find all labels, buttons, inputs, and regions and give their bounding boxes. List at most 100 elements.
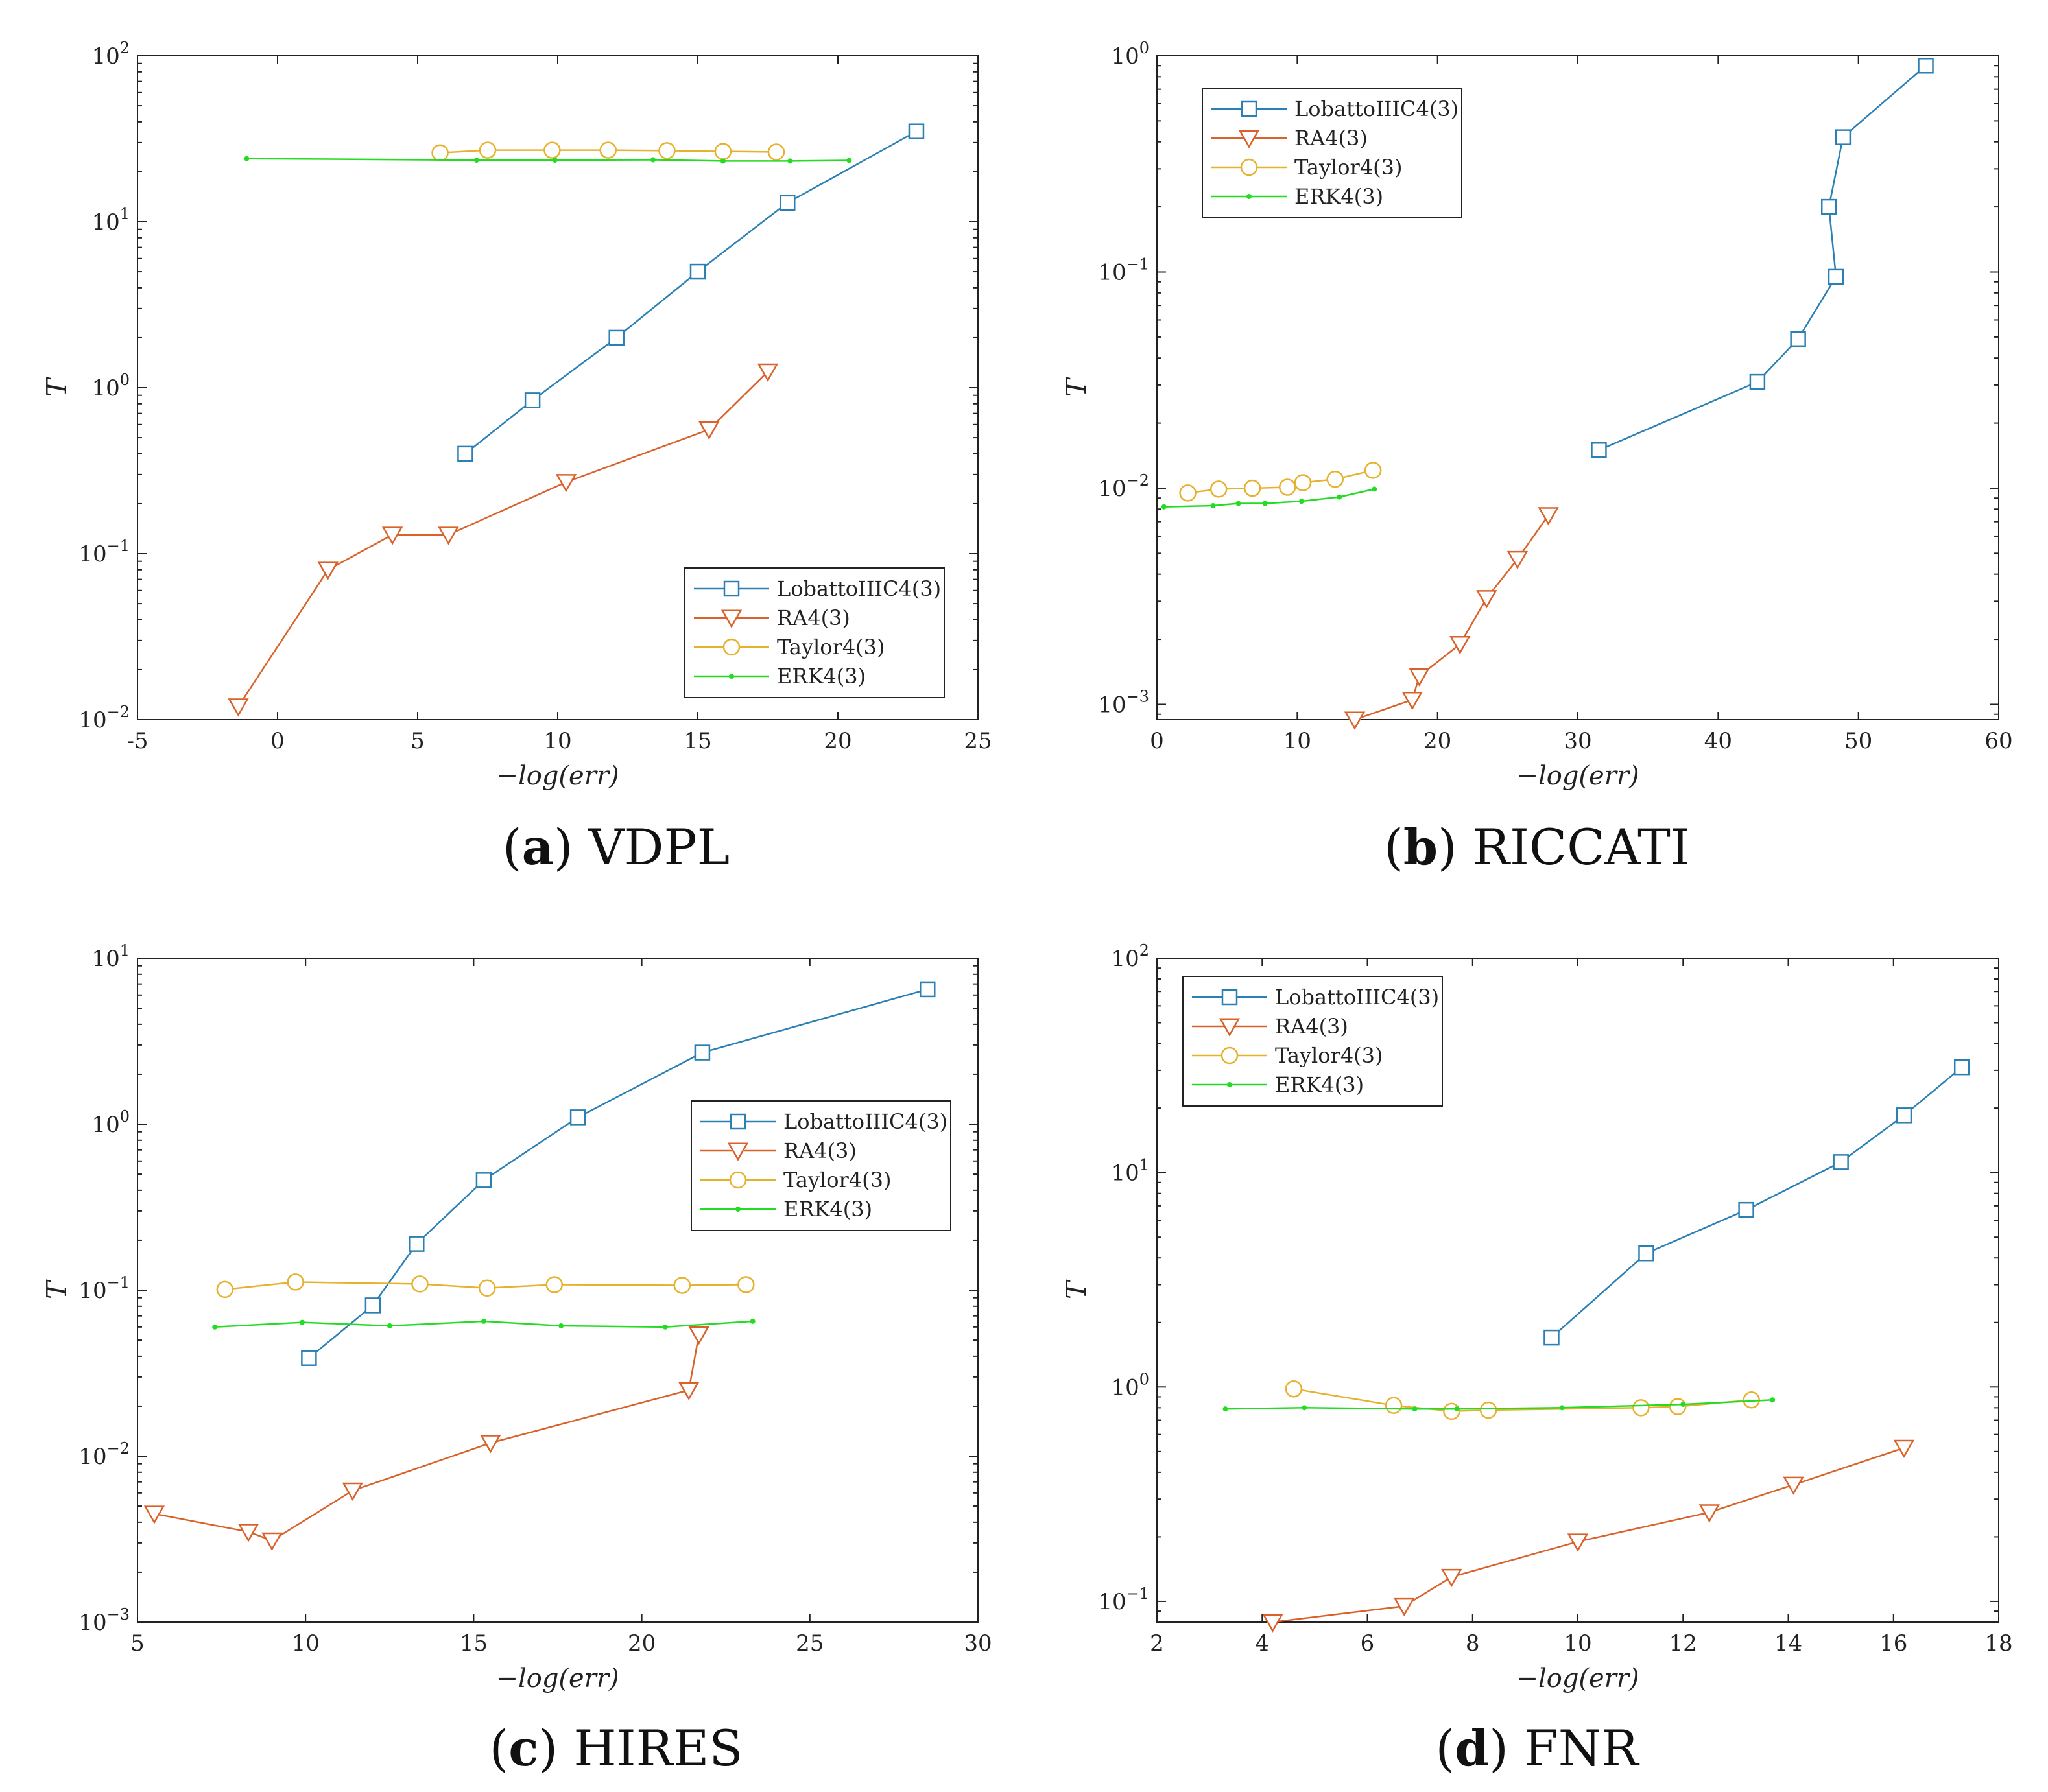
data-point <box>1790 331 1806 348</box>
data-point <box>438 526 459 545</box>
legend-marker <box>1219 1018 1241 1037</box>
data-point <box>1506 550 1529 570</box>
legend-label: RA4(3) <box>1294 126 1368 150</box>
data-point <box>545 1276 564 1293</box>
data-point <box>479 141 497 159</box>
caption-c-title: HIRES <box>573 1719 743 1777</box>
legend-label: ERK4(3) <box>1275 1072 1364 1097</box>
x-tick-label: 0 <box>270 728 285 754</box>
data-point <box>300 1319 305 1325</box>
caption-c-letter: c <box>508 1719 539 1777</box>
data-point <box>475 1172 492 1188</box>
x-axis-label: −log(err) <box>496 761 619 791</box>
data-point <box>1828 268 1844 285</box>
data-point <box>1454 1406 1460 1412</box>
x-tick-label: 10 <box>1564 1631 1591 1656</box>
x-tick-label: 18 <box>1984 1631 2012 1656</box>
series-ERK4(3) <box>1222 1397 1776 1412</box>
caption-d-letter: d <box>1455 1719 1490 1777</box>
data-point <box>1835 129 1852 145</box>
legend-marker <box>1220 1046 1239 1065</box>
data-point <box>650 157 656 163</box>
legend: LobattoIIIC4(3) RA4(3) Taylor4(3) ERK4(3) <box>1182 976 1443 1107</box>
x-tick-label: 6 <box>1361 1631 1375 1656</box>
data-point <box>608 329 625 346</box>
x-axis-label: −log(err) <box>496 1664 619 1693</box>
series-LobattoIIIC4(3) <box>1543 1059 1970 1346</box>
caption-a-letter: a <box>521 818 554 876</box>
y-tick-label: 100 <box>1111 1370 1149 1400</box>
x-tick-label: 14 <box>1774 1631 1802 1656</box>
y-tick-label: 10−1 <box>1098 1585 1149 1615</box>
legend-marker <box>1241 100 1257 117</box>
data-point <box>1896 1107 1912 1124</box>
data-point <box>342 1482 363 1501</box>
legend-marker <box>1227 1082 1232 1087</box>
x-tick-label: 10 <box>292 1631 320 1656</box>
x-tick-label: 10 <box>1283 728 1311 754</box>
data-point <box>1543 1329 1560 1346</box>
y-tick-label: 10−1 <box>78 537 130 567</box>
x-tick-label: 20 <box>1423 728 1451 754</box>
legend-label: LobattoIIIC4(3) <box>783 1109 947 1134</box>
legend-label: LobattoIIIC4(3) <box>777 576 941 601</box>
legend-label: LobattoIIIC4(3) <box>1294 97 1459 121</box>
y-axis-label: T <box>41 1279 73 1299</box>
data-point <box>662 1324 668 1330</box>
y-tick-label: 10−1 <box>1098 255 1149 285</box>
data-point <box>1401 691 1423 711</box>
data-point <box>261 1532 283 1551</box>
data-point <box>228 698 249 717</box>
data-point <box>381 526 403 545</box>
data-point <box>694 1044 711 1061</box>
data-point <box>409 1236 425 1252</box>
data-point <box>1372 486 1377 492</box>
x-tick-label: 0 <box>1150 728 1164 754</box>
x-tick-label: 20 <box>824 728 851 754</box>
caption-a-title: VDPL <box>588 818 730 876</box>
chart-b: 0 10 20 30 40 50 60 10−3 10−2 10−1 100 −log(err) T Lo… <box>1060 39 2013 791</box>
legend-label: ERK4(3) <box>777 664 866 689</box>
y-tick-label: 10−2 <box>78 703 130 733</box>
x-axis-label: −log(err) <box>1516 1664 1639 1693</box>
y-tick-label: 10−2 <box>78 1439 130 1470</box>
data-point <box>543 141 561 159</box>
series-LobattoIIIC4(3) <box>1591 58 1934 458</box>
y-tick-label: 101 <box>1111 1156 1149 1186</box>
series-line <box>464 130 917 454</box>
data-point <box>673 1277 691 1294</box>
data-point <box>1298 499 1304 504</box>
legend-marker <box>735 1207 741 1212</box>
x-tick-label: 15 <box>460 1631 488 1656</box>
y-tick-label: 100 <box>91 371 130 401</box>
data-point <box>1698 1504 1720 1523</box>
data-point <box>1953 1059 1970 1076</box>
series-RA4(3) <box>1344 507 1559 730</box>
legend-label: ERK4(3) <box>1294 184 1383 209</box>
chart-c: 5 10 15 20 25 30 10−3 10−2 10−1 100 101 −log(err) T L… <box>41 941 992 1693</box>
data-point <box>1638 1245 1654 1262</box>
x-axis-label: −log(err) <box>1516 761 1639 791</box>
legend-label: ERK4(3) <box>783 1197 872 1221</box>
caption-d: (d) FNR <box>1435 1719 1639 1777</box>
series-Taylor4(3) <box>1285 1380 1760 1421</box>
legend: LobattoIIIC4(3) RA4(3) Taylor4(3) ERK4(3) <box>1202 88 1462 218</box>
data-point <box>750 1318 756 1324</box>
data-point <box>1179 484 1197 502</box>
x-tick-label: 50 <box>1844 728 1872 754</box>
legend: LobattoIIIC4(3) RA4(3) Taylor4(3) ERK4(3) <box>691 1100 951 1231</box>
data-point <box>1770 1397 1776 1403</box>
x-tick-label: 20 <box>628 1631 656 1656</box>
data-point <box>599 141 617 159</box>
y-tick-label: 10−3 <box>78 1605 130 1636</box>
data-point <box>1209 480 1228 498</box>
caption-d-title: FNR <box>1524 1719 1639 1777</box>
data-point <box>569 1109 586 1126</box>
data-point <box>757 363 779 383</box>
y-tick-label: 102 <box>91 39 130 69</box>
data-point <box>1210 502 1216 508</box>
data-point <box>317 561 339 580</box>
chart-a: -5 0 5 10 15 20 25 10−2 10−1 100 101 102 −log(err) T L… <box>41 39 992 791</box>
data-point <box>658 142 676 159</box>
series-ERK4(3) <box>244 156 852 164</box>
